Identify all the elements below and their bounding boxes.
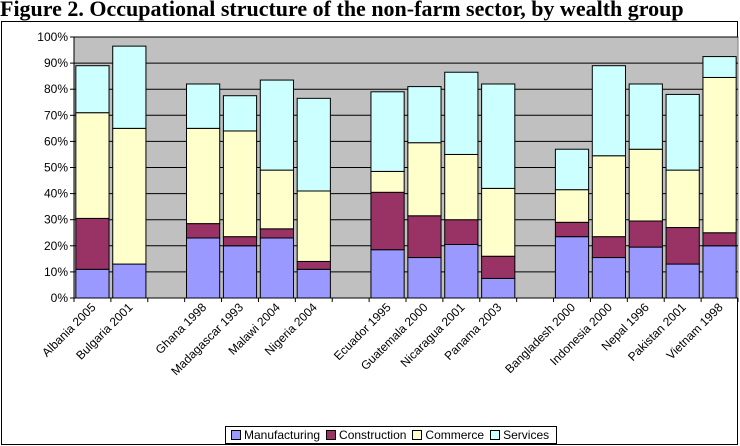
y-tick-label: 70%	[44, 108, 68, 122]
bar-segment-construction	[222, 236, 258, 247]
bar-segment-commerce	[407, 142, 442, 217]
chart-title: Figure 2. Occupational structure of the …	[0, 0, 684, 21]
bar-segment-services	[186, 83, 221, 129]
bar-segment-manufacturing	[444, 243, 479, 299]
bar-segment-commerce	[112, 127, 147, 265]
bar-segment-services	[407, 86, 442, 144]
y-tick-label: 0%	[51, 291, 69, 305]
legend-item-manufacturing: Manufacturing	[231, 428, 320, 442]
y-tick-label: 100%	[37, 30, 68, 44]
bar-segment-construction	[444, 219, 479, 245]
bar-segment-services	[628, 83, 663, 150]
legend-swatch	[231, 430, 241, 440]
bar-segment-manufacturing	[370, 249, 405, 299]
x-tick-label: Guatemala 2000	[358, 300, 431, 373]
bar-segment-commerce	[591, 155, 626, 238]
legend-swatch	[412, 430, 423, 440]
bar-segment-commerce	[554, 189, 590, 223]
y-tick-label: 40%	[44, 187, 68, 201]
bar-segment-manufacturing	[112, 263, 147, 299]
bar-segment-manufacturing	[407, 257, 442, 299]
bar-segment-services	[296, 97, 331, 192]
bar-segment-construction	[296, 260, 331, 270]
bar-segment-commerce	[628, 148, 663, 222]
y-tick-label: 30%	[44, 213, 68, 227]
legend-label: Manufacturing	[244, 428, 321, 442]
bar-segment-services	[444, 71, 479, 155]
bar-segment-manufacturing	[296, 268, 331, 299]
x-tick-label: Nicaragua 2001	[398, 300, 468, 370]
bar-segment-services	[370, 91, 405, 172]
bar-segment-commerce	[481, 187, 516, 257]
bar-segment-manufacturing	[554, 236, 590, 299]
legend-item-construction: Construction	[326, 428, 406, 442]
y-tick-label: 10%	[44, 265, 68, 279]
legend-label: Commerce	[425, 428, 485, 442]
bar-segment-construction	[186, 223, 221, 239]
bar-segment-commerce	[75, 112, 110, 219]
legend-swatch	[490, 430, 501, 440]
legend-label: Construction	[339, 428, 407, 442]
legend-label: Services	[503, 428, 550, 442]
y-tick-label: 60%	[44, 134, 68, 148]
legend-swatch	[326, 430, 337, 440]
legend: Manufacturing Construction Commerce Service…	[225, 426, 558, 444]
bar-segment-commerce	[665, 169, 700, 229]
bar-segment-manufacturing	[665, 263, 700, 299]
bar-segment-manufacturing	[222, 245, 258, 299]
bar-segment-manufacturing	[75, 268, 110, 299]
bar-segment-services	[75, 65, 110, 114]
bar-segment-services	[665, 93, 700, 171]
bar-segment-services	[554, 148, 590, 191]
bar-segment-construction	[407, 215, 442, 259]
bar-segment-manufacturing	[259, 237, 294, 299]
y-tick-label: 90%	[44, 56, 68, 70]
bar-segment-commerce	[702, 76, 737, 234]
bar-segment-manufacturing	[591, 257, 626, 299]
bar-segment-construction	[75, 217, 110, 270]
bar-segment-services	[481, 83, 516, 189]
bar-segment-manufacturing	[186, 237, 221, 299]
bar-segment-construction	[481, 255, 516, 279]
bar-segment-construction	[370, 191, 405, 251]
bar-segment-commerce	[186, 127, 221, 225]
bar-segment-construction	[259, 228, 294, 239]
bar-segment-manufacturing	[628, 246, 663, 299]
bar-segment-services	[259, 79, 294, 171]
bar-segment-construction	[628, 220, 663, 248]
bar-segment-commerce	[259, 169, 294, 230]
y-tick-label: 80%	[44, 82, 68, 96]
bar-segment-construction	[702, 232, 737, 247]
bar-segment-manufacturing	[702, 245, 737, 299]
bar-segment-services	[222, 95, 258, 132]
bar-segment-services	[112, 45, 147, 129]
bar-segment-commerce	[296, 190, 331, 262]
bar-segment-manufacturing	[481, 277, 516, 299]
bar-segment-construction	[591, 236, 626, 259]
bar-segment-services	[591, 65, 626, 157]
y-tick-label: 50%	[44, 161, 68, 175]
y-tick-label: 20%	[44, 239, 68, 253]
bar-segment-services	[702, 56, 737, 78]
bar-segment-commerce	[444, 153, 479, 221]
bar-segment-construction	[554, 221, 590, 238]
legend-item-services: Services	[490, 428, 549, 442]
bar-segment-construction	[665, 227, 700, 265]
legend-item-commerce: Commerce	[412, 428, 484, 442]
bar-segment-commerce	[222, 130, 258, 238]
bar-segment-commerce	[370, 170, 405, 193]
